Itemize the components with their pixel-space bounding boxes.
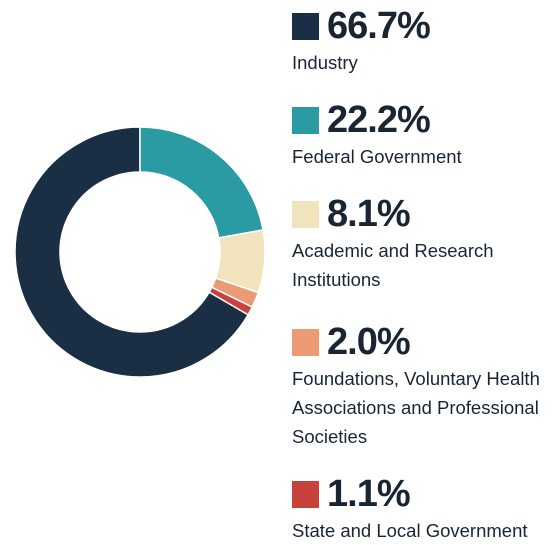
legend-entry: 2.0% Foundations, Voluntary Health Associ… <box>292 320 550 451</box>
legend-row: 1.1% <box>292 472 550 516</box>
legend-entry: 22.2% Federal Government <box>292 98 550 171</box>
legend-row: 8.1% <box>292 192 550 236</box>
legend-entry: 8.1% Academic and Research Institutions <box>292 192 550 294</box>
donut-segment <box>14 126 250 378</box>
value-label: 66.7% <box>327 4 431 47</box>
donut <box>14 126 266 378</box>
value-label: 2.0% <box>327 320 411 363</box>
value-label: 22.2% <box>327 98 431 141</box>
legend-label: Industry <box>292 52 358 73</box>
legend-row: 2.0% <box>292 320 550 364</box>
value-label: 1.1% <box>327 472 411 515</box>
legend-swatch <box>292 480 319 508</box>
legend-entry: 1.1% State and Local Government <box>292 472 550 545</box>
legend-label: Federal Government <box>292 146 462 167</box>
legend-row: 22.2% <box>292 98 550 142</box>
value-label: 8.1% <box>327 192 411 235</box>
legend-label: State and Local Government <box>292 520 528 541</box>
legend-label: Foundations, Voluntary Health Associatio… <box>292 368 540 447</box>
donut-segment <box>139 126 264 239</box>
legend-entry: 66.7% Industry <box>292 4 550 77</box>
donut-segment <box>208 286 254 316</box>
legend-swatch <box>292 200 319 228</box>
legend-swatch <box>292 328 319 356</box>
legend-row: 66.7% <box>292 4 550 48</box>
legend-swatch <box>292 106 319 134</box>
legend-swatch <box>292 12 319 40</box>
legend-label: Academic and Research Institutions <box>292 240 494 290</box>
